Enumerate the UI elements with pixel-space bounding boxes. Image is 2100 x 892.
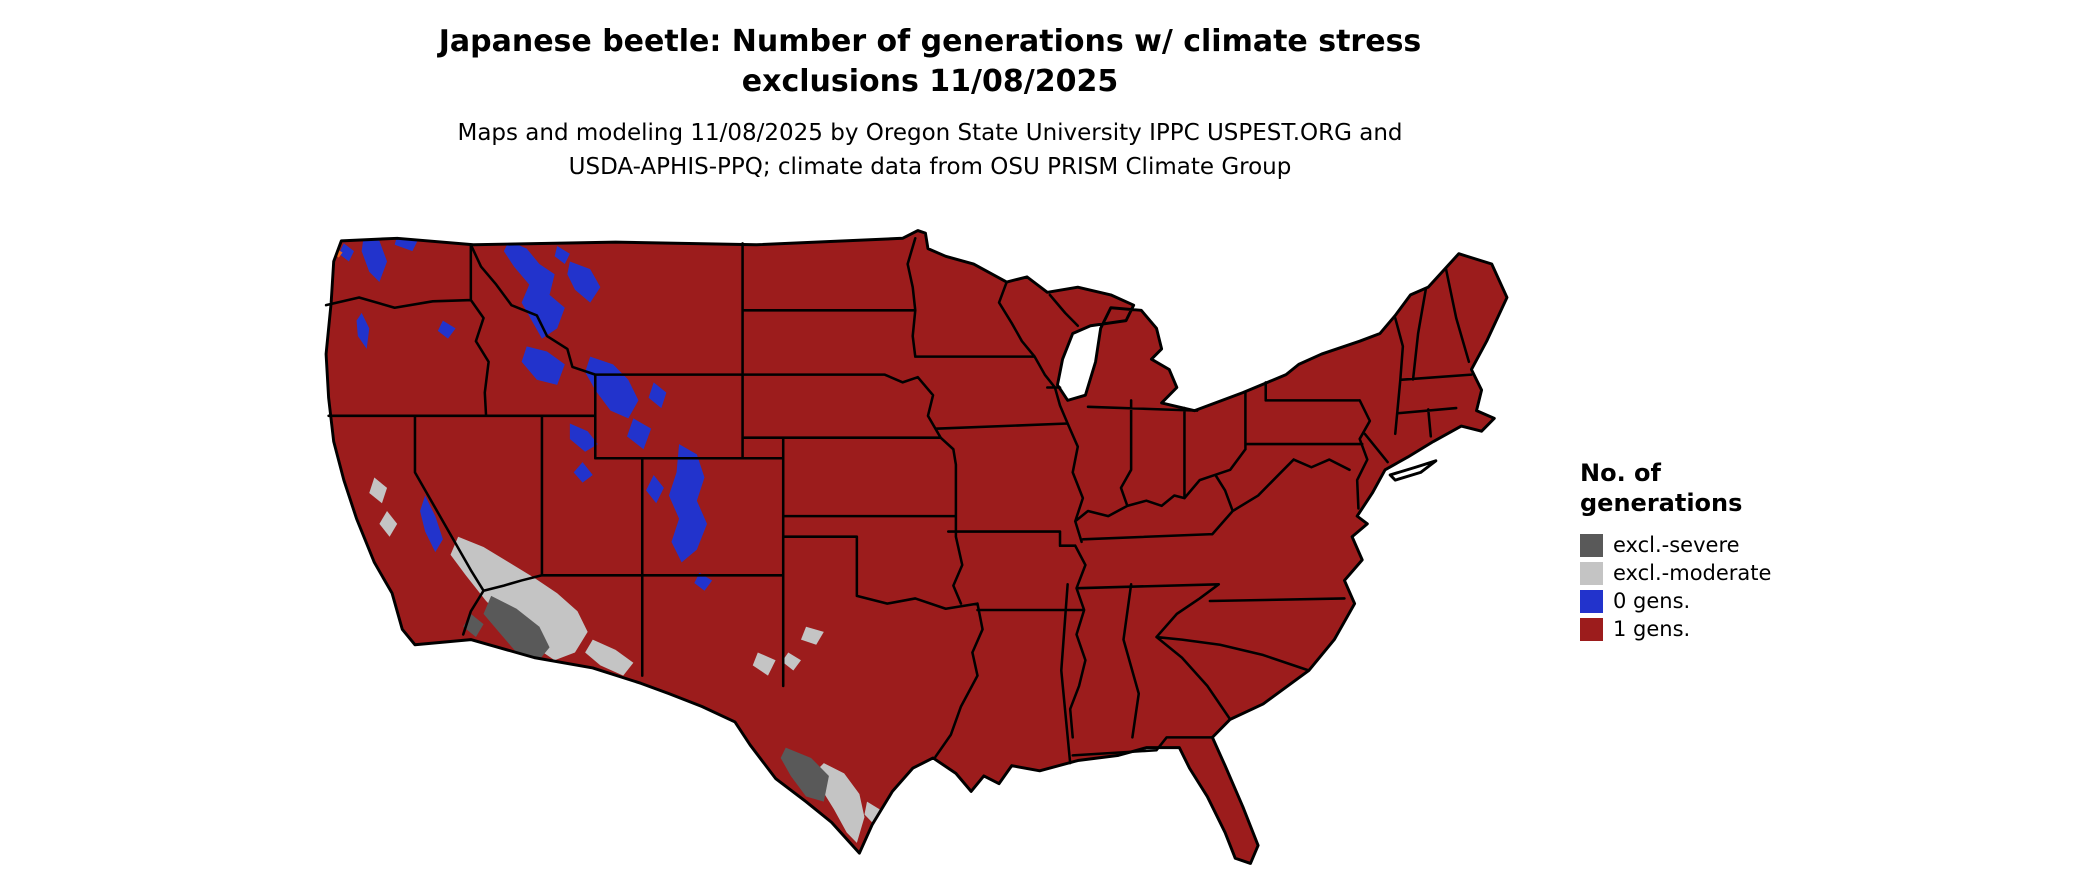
legend-swatch [1580, 590, 1603, 613]
region-excl-moderate-arizona-east [585, 639, 634, 676]
region-excl-moderate-nm-tx-border [781, 652, 801, 671]
region-excl-severe-southwest-arizona [483, 595, 550, 663]
region-zero-gens-colorado-rockies [668, 444, 708, 563]
region-zero-gens-wind-river [627, 418, 652, 450]
region-excl-moderate-west-texas [800, 626, 824, 645]
us-map-svg [324, 229, 1509, 865]
header: Japanese beetle: Number of generations w… [0, 22, 1860, 184]
legend-item: 0 gens. [1580, 590, 1880, 613]
region-zero-gens-olympics [338, 243, 355, 262]
legend-item-label: 1 gens. [1613, 617, 1691, 641]
region-zero-gens-montana-divide [554, 246, 570, 265]
page-title: Japanese beetle: Number of generations w… [0, 22, 1860, 102]
us-map [321, 228, 1540, 884]
region-excl-moderate-central-valley-1 [369, 477, 388, 504]
legend-title-line-1: No. of [1580, 459, 1661, 487]
region-excl-moderate-southwest [450, 536, 588, 661]
legend-item: excl.-moderate [1580, 562, 1880, 585]
subtitle-line-1: Maps and modeling 11/08/2025 by Oregon S… [457, 120, 1403, 146]
region-excl-moderate-central-valley-2 [379, 510, 398, 537]
legend-title: No. of generations [1580, 458, 1880, 518]
region-zero-gens-oregon-blues [437, 320, 456, 339]
region-zero-gens-north-idaho-montana [503, 240, 565, 339]
region-zero-gens-sierra-nevada [420, 495, 443, 553]
region-zero-gens-wasatch [569, 423, 598, 452]
legend-swatch [1580, 534, 1603, 557]
legend: No. of generations excl.-severe excl.-mode… [1580, 458, 1880, 641]
region-zero-gens-northwest-montana [567, 261, 601, 303]
title-line-1: Japanese beetle: Number of generations w… [438, 24, 1422, 59]
orange-accent-great-lakes [1065, 233, 1091, 244]
state-borders [324, 237, 1473, 765]
legend-swatch [1580, 562, 1603, 585]
legend-items: excl.-severe excl.-moderate 0 gens. 1 gens. [1580, 534, 1880, 641]
long-island [1388, 459, 1438, 482]
region-excl-moderate-big-bend [752, 652, 776, 676]
region-zero-gens-central-idaho [521, 346, 565, 385]
region-zero-gens-yellowstone [585, 356, 639, 419]
region-zero-gens-utah-south [573, 462, 593, 483]
title-line-2: exclusions 11/08/2025 [741, 64, 1119, 99]
region-zero-gens-bighorn [648, 382, 667, 409]
region-zero-gens-washington-cascades [361, 233, 388, 283]
legend-item-label: excl.-severe [1613, 533, 1740, 557]
legend-item-label: 0 gens. [1613, 589, 1691, 613]
legend-item: excl.-severe [1580, 534, 1880, 557]
region-excl-severe-south-texas [780, 747, 829, 802]
us-base-one-gen-region [326, 230, 1507, 864]
region-zero-gens-new-mexico-north [694, 572, 713, 591]
subtitle-line-2: USDA-APHIS-PPQ; climate data from OSU PR… [568, 154, 1292, 180]
legend-swatch [1580, 618, 1603, 641]
legend-title-line-2: generations [1580, 489, 1743, 517]
legend-item-label: excl.-moderate [1613, 561, 1772, 585]
legend-item: 1 gens. [1580, 618, 1880, 641]
us-outline [324, 229, 1509, 865]
region-zero-gens-colorado-west [646, 474, 664, 504]
map-subtitle: Maps and modeling 11/08/2025 by Oregon S… [0, 116, 1860, 184]
